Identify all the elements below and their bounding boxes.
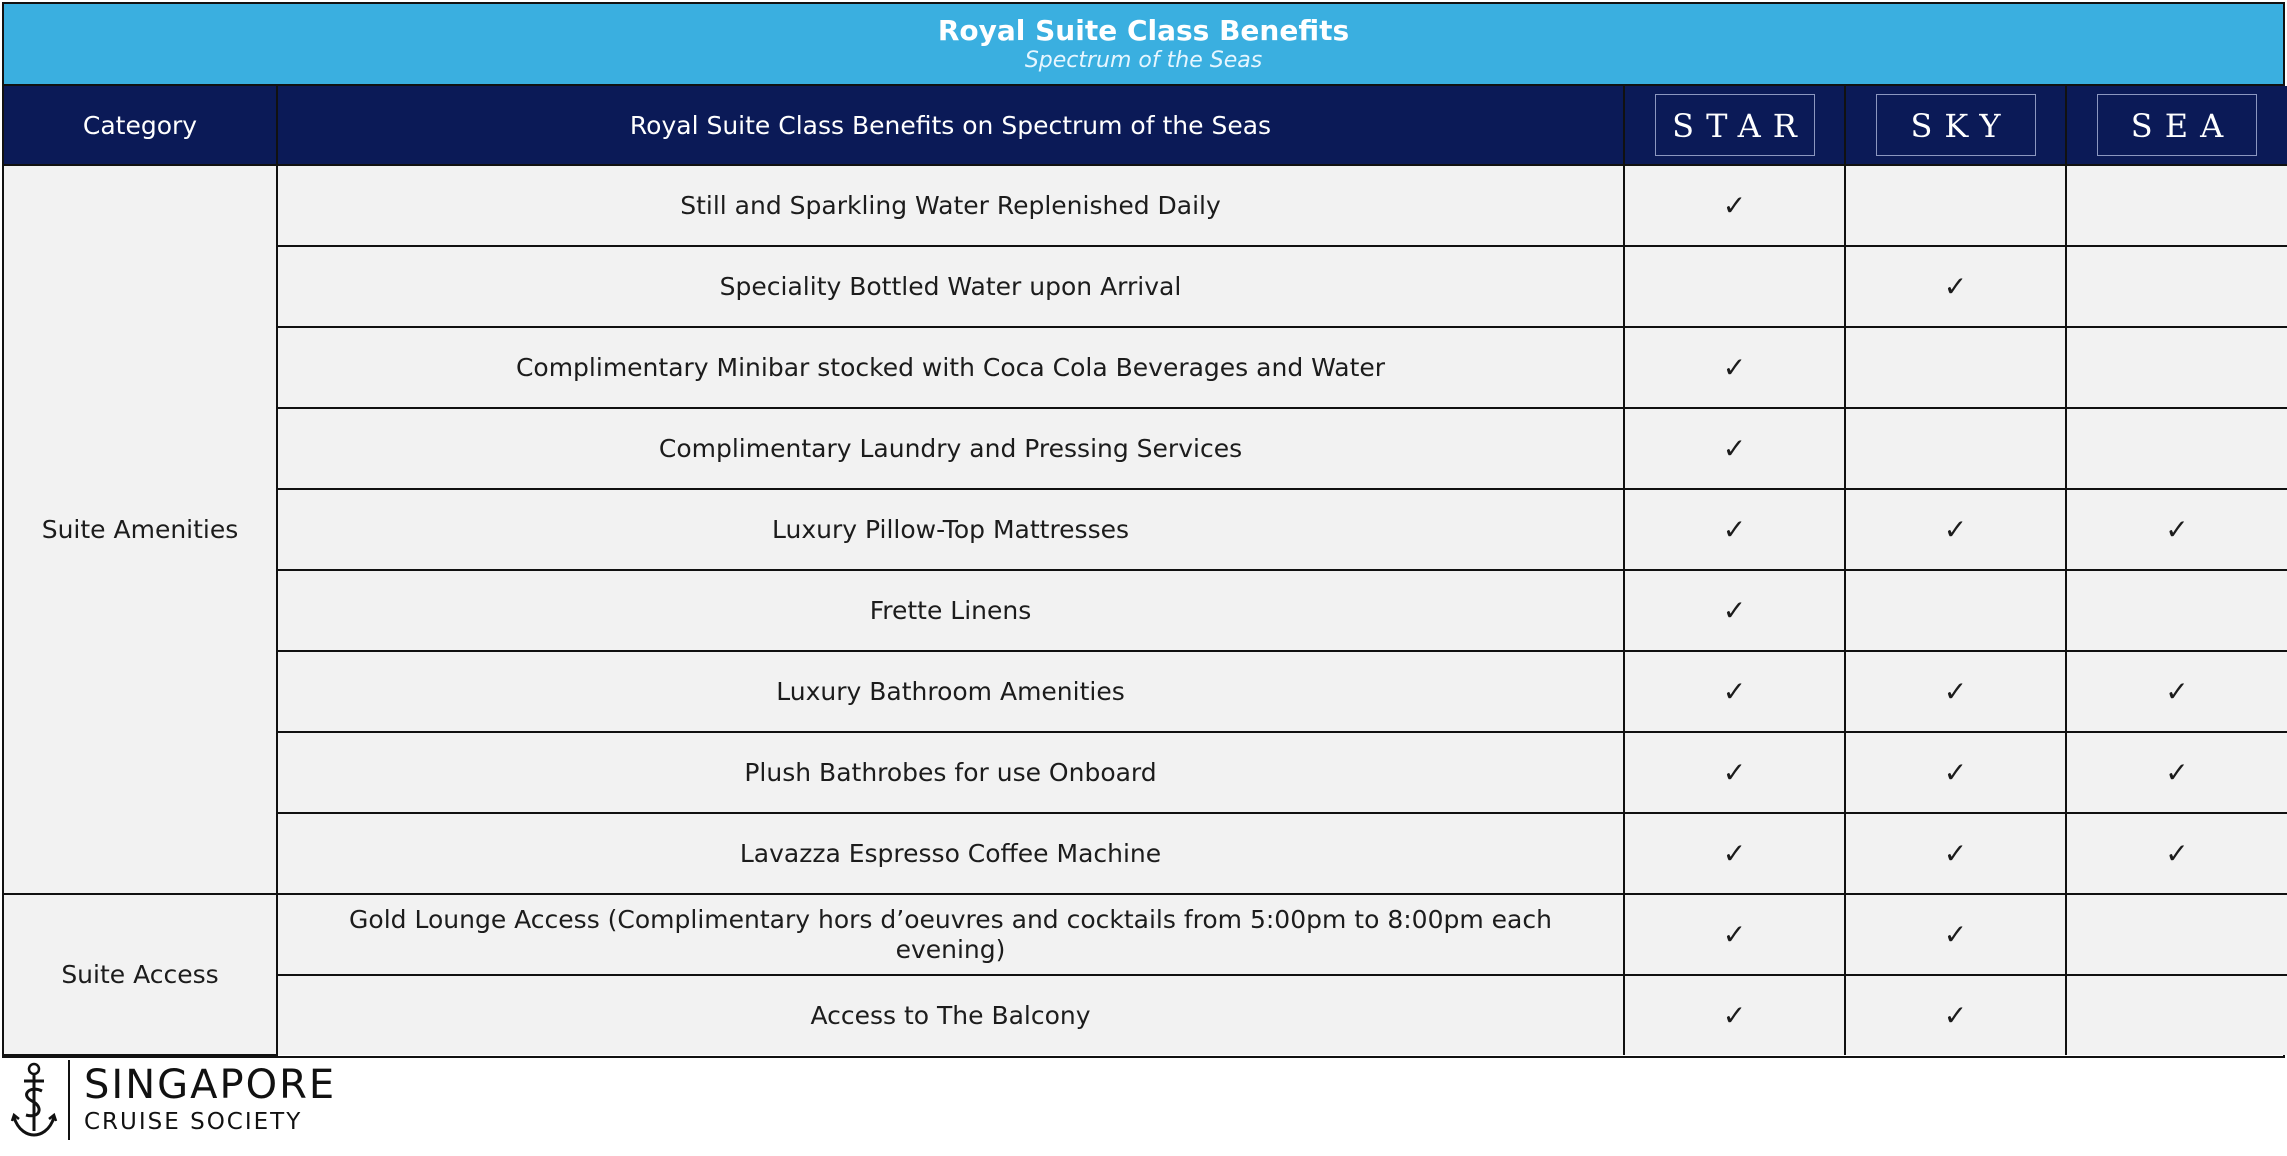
table-row: Suite Amenities Still and Sparkling Wate… — [4, 164, 2287, 895]
benefit-cell: Luxury Bathroom Amenities — [277, 650, 1625, 733]
table-row: Luxury Pillow-Top Mattresses ✓ ✓ ✓ — [4, 488, 2287, 571]
table-row: Frette Linens ✓ — [4, 569, 2287, 652]
sky-check-cell — [1844, 569, 2067, 652]
sea-check-cell: ✓ — [2065, 488, 2287, 571]
table-row: Complimentary Minibar stocked with Coca … — [4, 326, 2287, 409]
star-check-cell: ✓ — [1623, 893, 1846, 976]
logo-title: SINGAPORE — [84, 1062, 337, 1108]
star-check-cell: ✓ — [1623, 974, 1846, 1055]
sea-check-cell — [2065, 407, 2287, 490]
star-check-cell — [1623, 245, 1846, 328]
benefit-cell: Complimentary Laundry and Pressing Servi… — [277, 407, 1625, 490]
sea-check-cell — [2065, 569, 2287, 652]
column-header-category: Category — [4, 86, 278, 166]
tier-label-sky: SKY — [1875, 94, 2036, 156]
page-subtitle: Spectrum of the Seas — [1024, 48, 1263, 73]
logo-text: SINGAPORE CRUISE SOCIETY — [84, 1063, 336, 1137]
column-header-star: STAR — [1623, 86, 1846, 166]
sky-check-cell: ✓ — [1844, 245, 2067, 328]
sky-check-cell: ✓ — [1844, 488, 2067, 571]
sea-check-cell — [2065, 893, 2287, 976]
tier-label-star: STAR — [1654, 94, 1815, 156]
benefit-cell: Gold Lounge Access (Complimentary hors d… — [276, 893, 1625, 976]
benefit-cell: Still and Sparkling Water Replenished Da… — [276, 164, 1625, 247]
table-header-row: Category Royal Suite Class Benefits on S… — [4, 86, 2287, 166]
table-row: Luxury Bathroom Amenities ✓ ✓ ✓ — [4, 650, 2287, 733]
sky-check-cell: ✓ — [1844, 731, 2067, 814]
sky-check-cell: ✓ — [1844, 650, 2067, 733]
column-header-sea: SEA — [2065, 86, 2287, 166]
table-row: Access to The Balcony ✓ ✓ — [4, 974, 2287, 1055]
benefits-table: Category Royal Suite Class Benefits on S… — [4, 86, 2287, 1056]
benefit-cell: Frette Linens — [277, 569, 1625, 652]
page-title: Royal Suite Class Benefits — [937, 14, 1350, 47]
sky-check-cell — [1844, 326, 2067, 409]
sky-check-cell: ✓ — [1844, 974, 2067, 1055]
sea-check-cell — [2065, 326, 2287, 409]
sky-check-cell: ✓ — [1844, 893, 2067, 976]
logo-divider — [68, 1060, 70, 1140]
star-check-cell: ✓ — [1623, 407, 1846, 490]
sea-check-cell: ✓ — [2065, 731, 2287, 814]
sea-check-cell — [2065, 974, 2287, 1055]
star-check-cell: ✓ — [1623, 812, 1846, 895]
sea-check-cell — [2065, 164, 2287, 247]
table-row: Complimentary Laundry and Pressing Servi… — [4, 407, 2287, 490]
anchor-icon — [10, 1062, 58, 1137]
table-row: Speciality Bottled Water upon Arrival ✓ — [4, 245, 2287, 328]
star-check-cell: ✓ — [1623, 326, 1846, 409]
star-check-cell: ✓ — [1623, 569, 1846, 652]
benefit-cell: Complimentary Minibar stocked with Coca … — [277, 326, 1625, 409]
sea-check-cell: ✓ — [2065, 650, 2287, 733]
table-row: Plush Bathrobes for use Onboard ✓ ✓ ✓ — [4, 731, 2287, 814]
sky-check-cell — [1844, 407, 2067, 490]
sky-check-cell — [1844, 164, 2067, 247]
table-row: Suite Access Gold Lounge Access (Complim… — [4, 893, 2287, 1056]
column-header-benefit: Royal Suite Class Benefits on Spectrum o… — [276, 86, 1625, 166]
table-row: Lavazza Espresso Coffee Machine ✓ ✓ ✓ — [4, 812, 2287, 895]
sea-check-cell — [2065, 245, 2287, 328]
benefit-cell: Speciality Bottled Water upon Arrival — [277, 245, 1625, 328]
benefit-cell: Luxury Pillow-Top Mattresses — [277, 488, 1625, 571]
star-check-cell: ✓ — [1623, 650, 1846, 733]
logo-subtitle: CRUISE SOCIETY — [84, 1109, 303, 1135]
star-check-cell: ✓ — [1623, 488, 1846, 571]
title-band: Royal Suite Class Benefits Spectrum of t… — [4, 4, 2283, 86]
star-check-cell: ✓ — [1623, 731, 1846, 814]
benefit-cell: Lavazza Espresso Coffee Machine — [277, 812, 1625, 895]
category-cell-suite-amenities: Suite Amenities — [4, 164, 278, 895]
singapore-cruise-society-logo: SINGAPORE CRUISE SOCIETY — [10, 1060, 336, 1140]
column-header-sky: SKY — [1844, 86, 2067, 166]
tier-label-sea: SEA — [2097, 94, 2257, 156]
benefits-table-container: Royal Suite Class Benefits Spectrum of t… — [2, 2, 2287, 1058]
sky-check-cell: ✓ — [1844, 812, 2067, 895]
sea-check-cell: ✓ — [2065, 812, 2287, 895]
benefit-cell: Access to The Balcony — [277, 974, 1625, 1055]
category-cell-suite-access: Suite Access — [4, 893, 278, 1056]
star-check-cell: ✓ — [1623, 164, 1846, 247]
benefit-cell: Plush Bathrobes for use Onboard — [277, 731, 1625, 814]
